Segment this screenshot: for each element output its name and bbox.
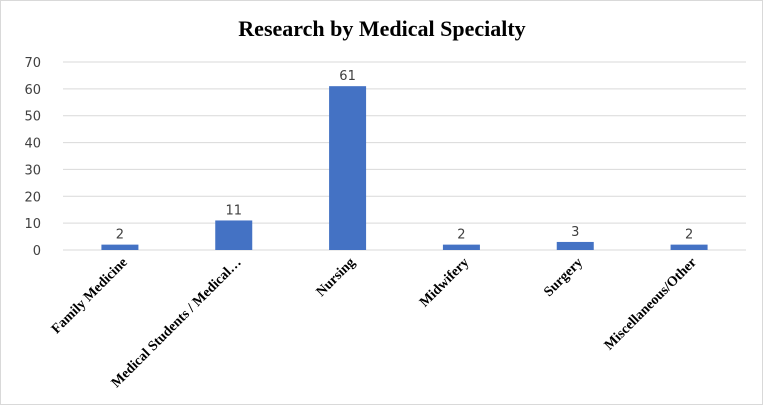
x-tick-label: Medical Students / Medical… (109, 255, 245, 391)
bar (101, 244, 139, 250)
y-tick-label: 50 (24, 110, 41, 125)
gridlines (63, 61, 746, 251)
y-tick-label: 10 (24, 217, 41, 232)
bar (556, 241, 594, 250)
data-labels: 2 11 61 2 3 2 (116, 69, 693, 242)
y-tick-label: 60 (24, 83, 41, 98)
y-axis-ticks: 0 10 20 30 40 50 60 70 (24, 56, 41, 259)
x-tick-label: Nursing (314, 255, 359, 300)
data-label: 2 (457, 228, 465, 243)
bar (442, 244, 480, 250)
bar (215, 220, 253, 250)
bar (670, 244, 708, 250)
data-label: 11 (225, 203, 242, 218)
data-label: 61 (339, 69, 356, 84)
bar (329, 86, 367, 251)
x-tick-label: Family Medicine (49, 255, 131, 337)
y-tick-label: 30 (24, 163, 41, 178)
data-label: 2 (685, 228, 693, 243)
y-tick-label: 0 (33, 244, 41, 259)
data-label: 2 (116, 228, 124, 243)
x-tick-label: Midwifery (417, 255, 472, 310)
bars (101, 86, 708, 251)
y-tick-label: 20 (24, 190, 41, 205)
y-tick-label: 40 (24, 137, 41, 152)
chart-title: Research by Medical Specialty (238, 16, 525, 41)
x-tick-label: Miscellaneous/Other (602, 255, 700, 353)
data-label: 3 (571, 225, 579, 240)
y-tick-label: 70 (24, 56, 41, 71)
x-tick-label: Surgery (541, 255, 586, 300)
